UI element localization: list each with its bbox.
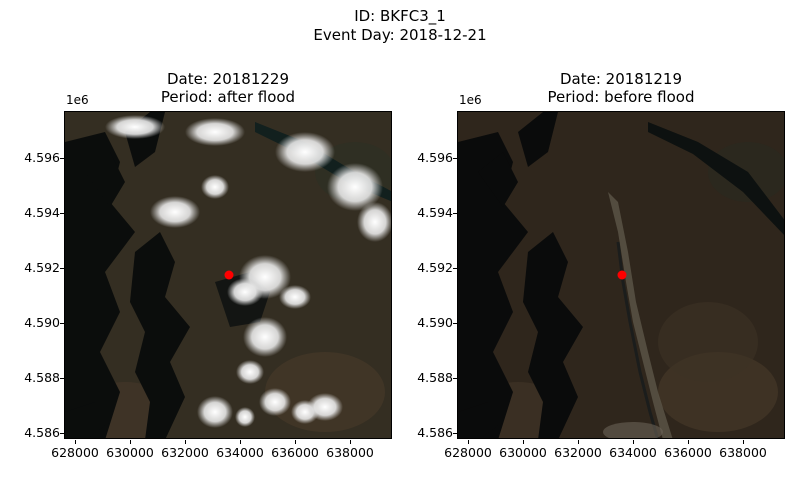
right-ytick: 4.592 (417, 260, 453, 275)
left-ytick: 4.592 (24, 260, 60, 275)
left-xtick: 636000 (271, 445, 319, 460)
right-xtick: 636000 (664, 445, 712, 460)
right-xtick: 638000 (719, 445, 767, 460)
left-xtick: 634000 (216, 445, 264, 460)
figure-event-day: Event Day: 2018-12-21 (313, 26, 487, 44)
right-panel-y-multiplier: 1e6 (459, 93, 482, 107)
figure-id-title: ID: BKFC3_1 (354, 7, 446, 25)
left-ytick: 4.594 (24, 205, 60, 220)
left-ytick: 4.586 (24, 425, 60, 440)
right-ytick: 4.596 (417, 150, 453, 165)
right-ytick: 4.586 (417, 425, 453, 440)
flood-marker (617, 270, 627, 280)
right-xtick: 632000 (554, 445, 602, 460)
left-panel-y-multiplier: 1e6 (66, 93, 89, 107)
left-xtick: 628000 (51, 445, 99, 460)
right-ytick: 4.590 (417, 315, 453, 330)
left-panel-date: Date: 20181229 (166, 70, 290, 88)
right-ytick: 4.594 (417, 205, 453, 220)
right-xtick: 628000 (444, 445, 492, 460)
right-ytick: 4.588 (417, 370, 453, 385)
left-satellite-image (64, 111, 392, 439)
left-ytick: 4.588 (24, 370, 60, 385)
right-xtick: 630000 (499, 445, 547, 460)
right-panel-date: Date: 20181219 (559, 70, 683, 88)
left-xtick: 638000 (326, 445, 374, 460)
flood-marker (224, 270, 234, 280)
left-xtick: 632000 (161, 445, 209, 460)
left-ytick: 4.590 (24, 315, 60, 330)
right-satellite-image (457, 111, 785, 439)
left-xtick: 630000 (106, 445, 154, 460)
right-xtick: 634000 (609, 445, 657, 460)
left-ytick: 4.596 (24, 150, 60, 165)
right-panel-period: Period: before flood (547, 88, 695, 106)
left-panel-period: Period: after flood (160, 88, 296, 106)
